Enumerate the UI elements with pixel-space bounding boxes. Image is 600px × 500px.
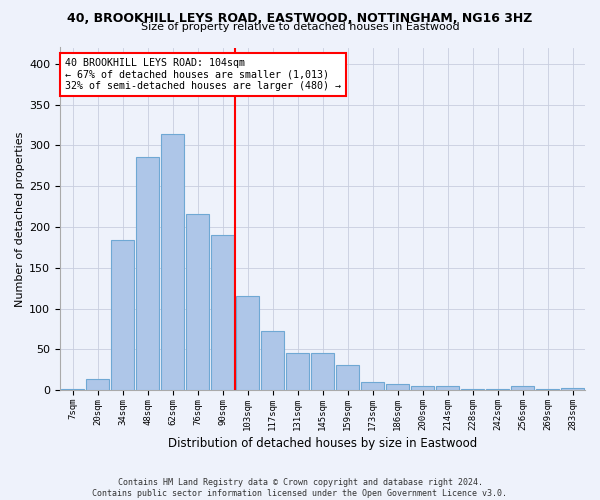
Text: Contains HM Land Registry data © Crown copyright and database right 2024.
Contai: Contains HM Land Registry data © Crown c… <box>92 478 508 498</box>
Bar <box>336 365 359 390</box>
Bar <box>511 386 534 390</box>
Bar <box>561 388 584 390</box>
Bar <box>286 352 309 390</box>
Bar <box>186 214 209 390</box>
Bar <box>86 378 109 390</box>
Text: 40, BROOKHILL LEYS ROAD, EASTWOOD, NOTTINGHAM, NG16 3HZ: 40, BROOKHILL LEYS ROAD, EASTWOOD, NOTTI… <box>67 12 533 26</box>
Bar <box>111 240 134 390</box>
Bar <box>261 332 284 390</box>
Bar <box>361 382 384 390</box>
Bar <box>311 354 334 390</box>
Bar <box>161 134 184 390</box>
Bar <box>386 384 409 390</box>
Bar <box>136 157 159 390</box>
Bar <box>211 235 234 390</box>
Text: Size of property relative to detached houses in Eastwood: Size of property relative to detached ho… <box>140 22 460 32</box>
Bar <box>411 386 434 390</box>
X-axis label: Distribution of detached houses by size in Eastwood: Distribution of detached houses by size … <box>168 437 477 450</box>
Bar <box>61 388 84 390</box>
Text: 40 BROOKHILL LEYS ROAD: 104sqm
← 67% of detached houses are smaller (1,013)
32% : 40 BROOKHILL LEYS ROAD: 104sqm ← 67% of … <box>65 58 341 91</box>
Bar <box>236 296 259 390</box>
Y-axis label: Number of detached properties: Number of detached properties <box>15 131 25 306</box>
Bar <box>436 386 459 390</box>
